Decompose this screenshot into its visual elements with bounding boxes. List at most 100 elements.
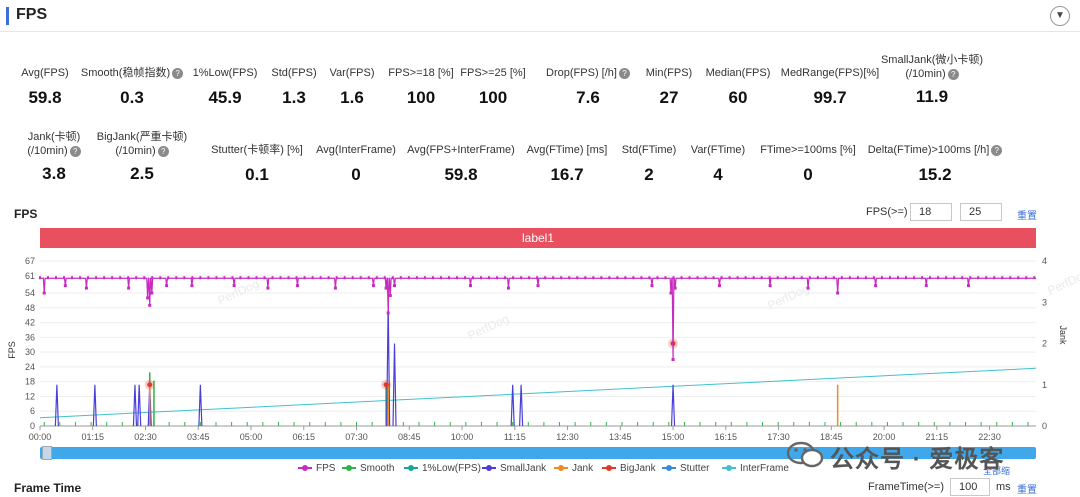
x-tick-label: 10:00 <box>451 432 474 442</box>
legend-item-smalljank[interactable]: SmallJank <box>482 463 546 474</box>
legend-swatch <box>482 465 496 472</box>
legend-label: FPS <box>316 463 336 474</box>
stat-label: Min(FPS) <box>599 66 739 80</box>
fps-point <box>696 276 699 280</box>
fps-dip-point <box>384 286 388 290</box>
fps-point <box>439 276 442 280</box>
fps-point <box>359 276 362 280</box>
fps-point <box>207 276 210 280</box>
help-icon[interactable]: ? <box>157 146 169 157</box>
fps-point <box>488 276 491 280</box>
y-tick-label: 30 <box>25 347 35 357</box>
fps-dip-point <box>468 284 472 288</box>
fps-point <box>816 276 819 280</box>
smalljank-spike <box>132 384 138 427</box>
chevron-down-icon[interactable]: ▼ <box>1050 6 1070 26</box>
fps-point <box>953 276 956 280</box>
frametime-threshold-input[interactable]: 100 <box>950 478 990 496</box>
fps-point <box>47 276 50 280</box>
legend-swatch <box>404 465 418 472</box>
fps-point <box>327 276 330 280</box>
stat-label-text: Avg(InterFrame) <box>316 144 396 156</box>
stat-value: 2.5 <box>130 164 154 183</box>
frametime-reset-link[interactable]: 重置 <box>1017 485 1037 496</box>
legend-item-stutter[interactable]: Stutter <box>662 463 709 474</box>
fps-point <box>528 276 531 280</box>
frametime-unit: ms <box>996 481 1011 493</box>
stat-label-text: Std(FTime) <box>621 144 677 156</box>
smalljank-spike <box>670 384 676 427</box>
stat-value: 45.9 <box>208 88 242 107</box>
stat-value: 99.7 <box>813 88 847 107</box>
fps-point <box>872 276 875 280</box>
help-icon[interactable]: ? <box>947 69 959 80</box>
fps-point <box>584 276 587 280</box>
fps-point <box>969 276 972 280</box>
smalljank-spike <box>510 384 515 427</box>
legend-item-jank[interactable]: Jank <box>554 463 593 474</box>
legend-item-bigjank[interactable]: BigJank <box>602 463 656 474</box>
stat-row2-0: Jank(卡顿) (/10min)? 3.8 <box>0 130 124 184</box>
legend-label: Jank <box>572 463 594 474</box>
fps-point <box>335 276 338 280</box>
stat-label-text: FPS>=18 [%] <box>388 67 454 79</box>
help-icon[interactable]: ? <box>69 146 81 157</box>
x-tick-label: 13:45 <box>609 432 632 442</box>
fps-point <box>808 276 811 280</box>
stat-label-unit: (/10min)? <box>0 144 124 158</box>
stat-label-unit-text: (/10min) <box>115 145 156 157</box>
help-icon[interactable]: ? <box>618 68 630 79</box>
stat-value: 15.2 <box>918 165 952 184</box>
fps-threshold-label: FPS(>=) <box>866 206 908 218</box>
fps-point <box>383 276 386 280</box>
smalljank-spike <box>519 384 524 427</box>
fps-threshold-input-1[interactable]: 18 <box>910 203 952 221</box>
fps-point <box>279 276 282 280</box>
full-scale-link[interactable]: 全部缩 <box>983 466 1011 476</box>
fps-point <box>303 276 306 280</box>
fps-series-line <box>40 277 1036 360</box>
stat-row1-6: FPS>=25 [%] 100 <box>423 66 563 108</box>
fps-dip-point <box>506 286 510 290</box>
help-icon[interactable]: ? <box>991 145 1003 156</box>
stat-label-text: FPS>=25 [%] <box>460 67 526 79</box>
fps-point <box>143 276 146 280</box>
stat-row2-7: Var(FTime) 4 <box>648 143 788 185</box>
fps-point <box>520 276 523 280</box>
legend-label: Stutter <box>680 463 710 474</box>
stat-row1-5: FPS>=18 [%] 100 <box>351 66 491 108</box>
stat-label: Avg(FTime) [ms] <box>497 143 637 157</box>
perfdog-watermark: PerfDog <box>215 276 261 307</box>
legend-label: 1%Low(FPS) <box>422 463 481 474</box>
fps-point <box>199 276 202 280</box>
fps-point <box>728 276 731 280</box>
fps-dip-point <box>266 286 270 290</box>
stat-label: SmallJank(微小卡顿) <box>862 53 1002 67</box>
fps-threshold-input-2[interactable]: 25 <box>960 203 1002 221</box>
stat-row1-3: Std(FPS) 1.3 <box>224 66 364 108</box>
fps-point <box>648 276 651 280</box>
fps-dip-point <box>388 293 392 297</box>
legend-item-fps[interactable]: FPS <box>298 463 335 474</box>
smalljank-spike <box>137 384 142 427</box>
legend-item-1-low-fps-[interactable]: 1%Low(FPS) <box>404 463 481 474</box>
fps-dip-point <box>150 291 154 295</box>
zoom-handle[interactable] <box>42 446 52 460</box>
fps-reset-link[interactable]: 重置 <box>1017 211 1037 222</box>
stat-label: Avg(FPS) <box>0 66 115 80</box>
label-bar[interactable]: label1 <box>40 228 1036 248</box>
stat-row2-5: Avg(FTime) [ms] 16.7 <box>497 143 637 185</box>
fps-point <box>375 276 378 280</box>
stat-label: Delta(FTime)>100ms [/h]? <box>865 143 1005 157</box>
fps-point <box>768 276 771 280</box>
legend-item-smooth[interactable]: Smooth <box>342 463 394 474</box>
stat-label: Jank(卡顿) <box>0 130 124 144</box>
fps-point <box>1001 276 1004 280</box>
stat-label-text: SmallJank(微小卡顿) <box>880 54 984 66</box>
timeline-zoom-bar[interactable] <box>40 446 1036 460</box>
stat-value: 7.6 <box>576 88 600 107</box>
legend-item-interframe[interactable]: InterFrame <box>722 463 789 474</box>
help-icon[interactable]: ? <box>172 68 184 79</box>
fps-point <box>1009 276 1012 280</box>
